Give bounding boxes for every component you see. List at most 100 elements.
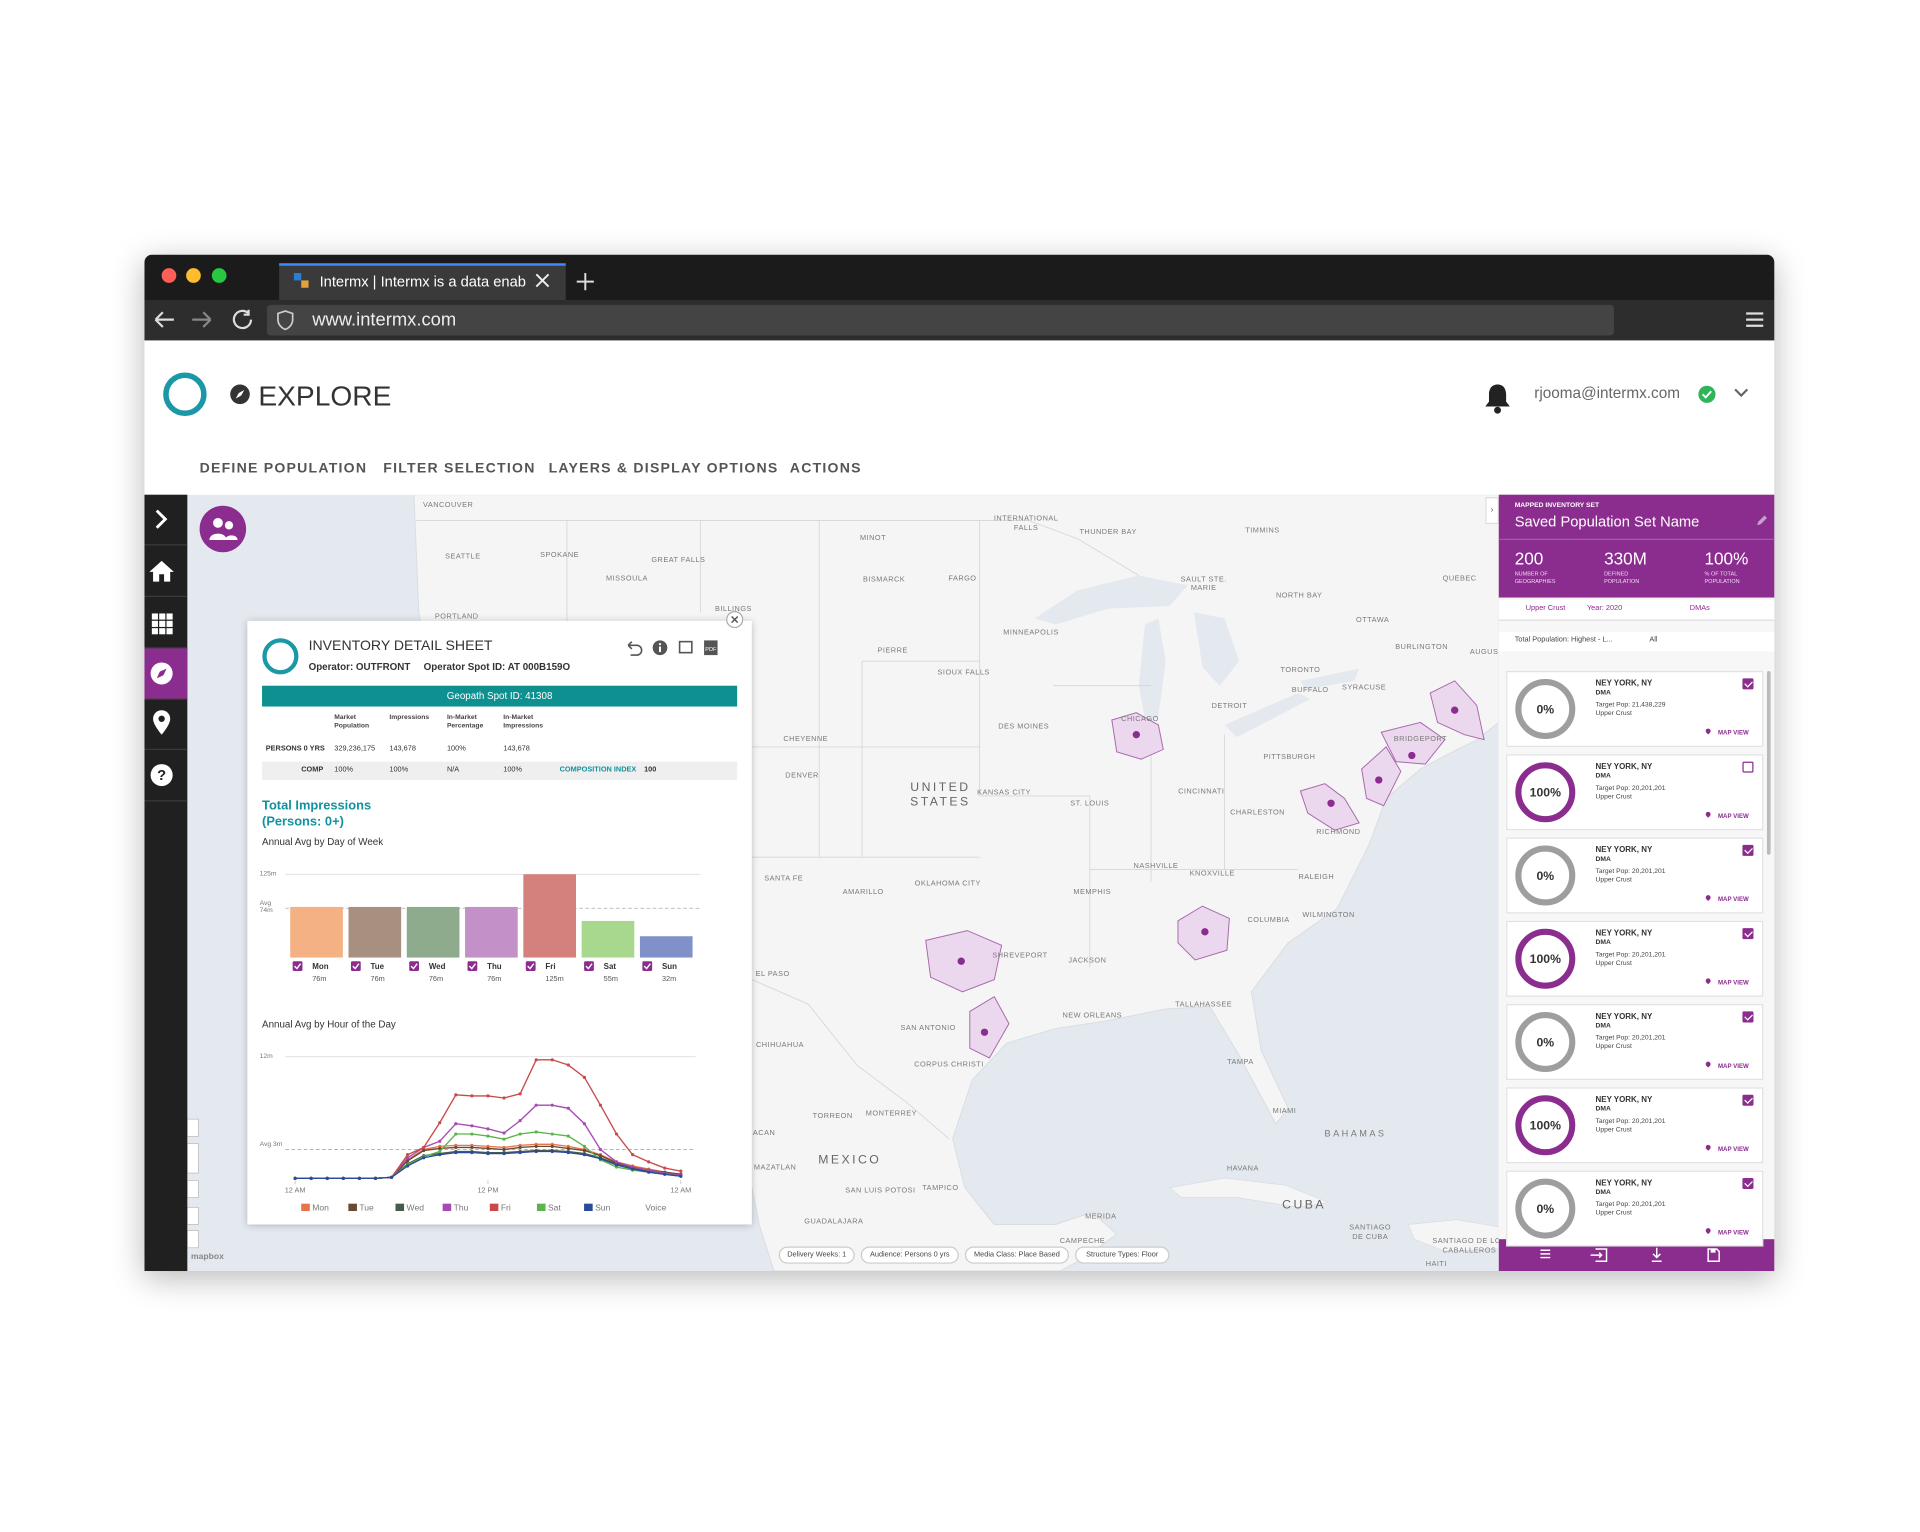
map-label: PIERRE bbox=[878, 646, 908, 655]
user-menu[interactable] bbox=[1733, 387, 1750, 399]
notifications[interactable] bbox=[1482, 381, 1514, 415]
new-tab[interactable] bbox=[576, 272, 596, 292]
minimize-dot[interactable] bbox=[186, 268, 201, 283]
point bbox=[566, 1063, 570, 1067]
url: www.intermx.com bbox=[312, 309, 457, 331]
legend-label: Sun bbox=[595, 1202, 610, 1212]
footer-actions[interactable] bbox=[1499, 1239, 1775, 1271]
filter-chip[interactable]: Structure Types: Floor bbox=[1075, 1246, 1170, 1264]
checkbox bbox=[409, 961, 420, 972]
sheet-actions[interactable]: PDF bbox=[624, 638, 722, 658]
point bbox=[341, 1176, 345, 1180]
map-label: FALLS bbox=[1014, 523, 1038, 532]
map-label: GREAT FALLS bbox=[651, 555, 705, 564]
point bbox=[486, 1127, 490, 1131]
filter[interactable]: DMAs bbox=[1689, 604, 1710, 613]
point bbox=[518, 1132, 522, 1136]
nav-item[interactable]: ACTIONS bbox=[789, 461, 862, 477]
map-label: DES MOINES bbox=[998, 722, 1049, 731]
url-field[interactable] bbox=[266, 304, 1614, 336]
point bbox=[406, 1159, 410, 1163]
panel-toggle[interactable]: › bbox=[1485, 497, 1499, 525]
map-label: HAITI bbox=[1426, 1259, 1447, 1268]
card-name: NEY YORK, NY bbox=[1595, 846, 1653, 855]
checkbox[interactable] bbox=[1742, 678, 1754, 690]
map-label: SAULT STE. bbox=[1181, 575, 1227, 584]
map-label: NORTH BAY bbox=[1276, 591, 1322, 600]
map-view[interactable]: MAP VIEW bbox=[1717, 1146, 1749, 1154]
check bbox=[527, 963, 535, 970]
checkbox[interactable] bbox=[1742, 1011, 1754, 1023]
value-label: 76m bbox=[312, 974, 326, 983]
map-label: CAMPECHE bbox=[1060, 1236, 1105, 1245]
nav-item[interactable]: FILTER SELECTION bbox=[383, 461, 536, 477]
map-view[interactable]: MAP VIEW bbox=[1717, 729, 1749, 738]
checkbox[interactable] bbox=[1742, 1177, 1754, 1189]
card-type: DMA bbox=[1595, 772, 1611, 780]
population-button[interactable] bbox=[199, 505, 247, 553]
map-label: QUEBEC bbox=[1443, 573, 1477, 582]
composition-label: COMPOSITION INDEX bbox=[559, 766, 637, 774]
map-view[interactable]: MAP VIEW bbox=[1717, 1062, 1749, 1071]
checkbox[interactable] bbox=[1742, 928, 1754, 940]
point bbox=[486, 1094, 490, 1098]
user-email[interactable]: rjooma@intermx.com bbox=[1534, 384, 1680, 402]
map-label: MARIE bbox=[1191, 583, 1217, 592]
y-tick-label: Avg 74m bbox=[259, 899, 273, 915]
scrollbar[interactable] bbox=[1766, 671, 1771, 855]
point bbox=[438, 1153, 442, 1157]
check bbox=[294, 963, 302, 970]
sort-filter[interactable]: All bbox=[1649, 636, 1658, 645]
ring bbox=[1515, 1095, 1576, 1156]
maximize-dot[interactable] bbox=[211, 268, 227, 283]
dma-points bbox=[957, 706, 1459, 1036]
close-dot[interactable] bbox=[161, 268, 177, 283]
sheet-logo bbox=[262, 638, 299, 675]
map-view[interactable]: MAP VIEW bbox=[1717, 896, 1749, 904]
checkbox[interactable] bbox=[1742, 1094, 1754, 1106]
edit-icon[interactable] bbox=[1756, 514, 1768, 526]
filter[interactable]: Upper Crust bbox=[1525, 604, 1566, 613]
nav-buttons[interactable] bbox=[152, 307, 262, 331]
nav-item[interactable]: LAYERS & DISPLAY OPTIONS bbox=[548, 461, 779, 477]
percent: 100% bbox=[1530, 786, 1561, 800]
map-view[interactable]: MAP VIEW bbox=[1717, 813, 1749, 821]
tab-close[interactable] bbox=[534, 272, 551, 289]
card-segment: Upper Crust bbox=[1595, 1043, 1632, 1051]
map-label: GUADALAJARA bbox=[804, 1216, 863, 1225]
tab[interactable] bbox=[279, 263, 566, 300]
map-label: TIMMINS bbox=[1245, 526, 1279, 535]
sheet-close[interactable] bbox=[726, 611, 744, 629]
map-label: FARGO bbox=[948, 573, 976, 582]
logo[interactable] bbox=[162, 371, 211, 420]
value-label: 76m bbox=[429, 974, 443, 983]
map-view[interactable]: MAP VIEW bbox=[1717, 979, 1749, 987]
filter-chip[interactable]: Delivery Weeks: 1 bbox=[778, 1246, 855, 1264]
point bbox=[647, 1170, 651, 1174]
point bbox=[582, 1075, 586, 1079]
map-label: SPOKANE bbox=[540, 550, 579, 559]
map-label: CABALLEROS bbox=[1442, 1246, 1496, 1255]
map-label: BAHAMAS bbox=[1325, 1128, 1387, 1138]
panel-header bbox=[1498, 494, 1775, 598]
menu[interactable] bbox=[1745, 311, 1765, 328]
sidebar-icons[interactable]: ? bbox=[144, 495, 188, 813]
legend-swatch bbox=[489, 1203, 499, 1212]
filter-chip[interactable]: Audience: Persons 0 yrs bbox=[860, 1246, 959, 1264]
checkbox[interactable] bbox=[1742, 761, 1754, 773]
map-view[interactable]: MAP VIEW bbox=[1717, 1229, 1749, 1237]
checkbox bbox=[467, 961, 478, 972]
map-label: MAZATLAN bbox=[754, 1162, 796, 1171]
checkbox[interactable] bbox=[1742, 844, 1754, 856]
bar bbox=[290, 906, 343, 958]
sort[interactable]: Total Population: Highest - L... bbox=[1514, 636, 1613, 645]
filter-chip[interactable]: Media Class: Place Based bbox=[964, 1246, 1069, 1264]
table-cell: 100% bbox=[334, 766, 354, 774]
map-label: SYRACUSE bbox=[1342, 682, 1386, 691]
nav-item[interactable]: DEFINE POPULATION bbox=[199, 461, 368, 477]
sheet-title: INVENTORY DETAIL SHEET bbox=[308, 639, 493, 654]
filter[interactable]: Year: 2020 bbox=[1586, 604, 1623, 613]
map-controls[interactable] bbox=[187, 1118, 199, 1249]
point bbox=[647, 1160, 651, 1164]
point bbox=[631, 1167, 635, 1171]
